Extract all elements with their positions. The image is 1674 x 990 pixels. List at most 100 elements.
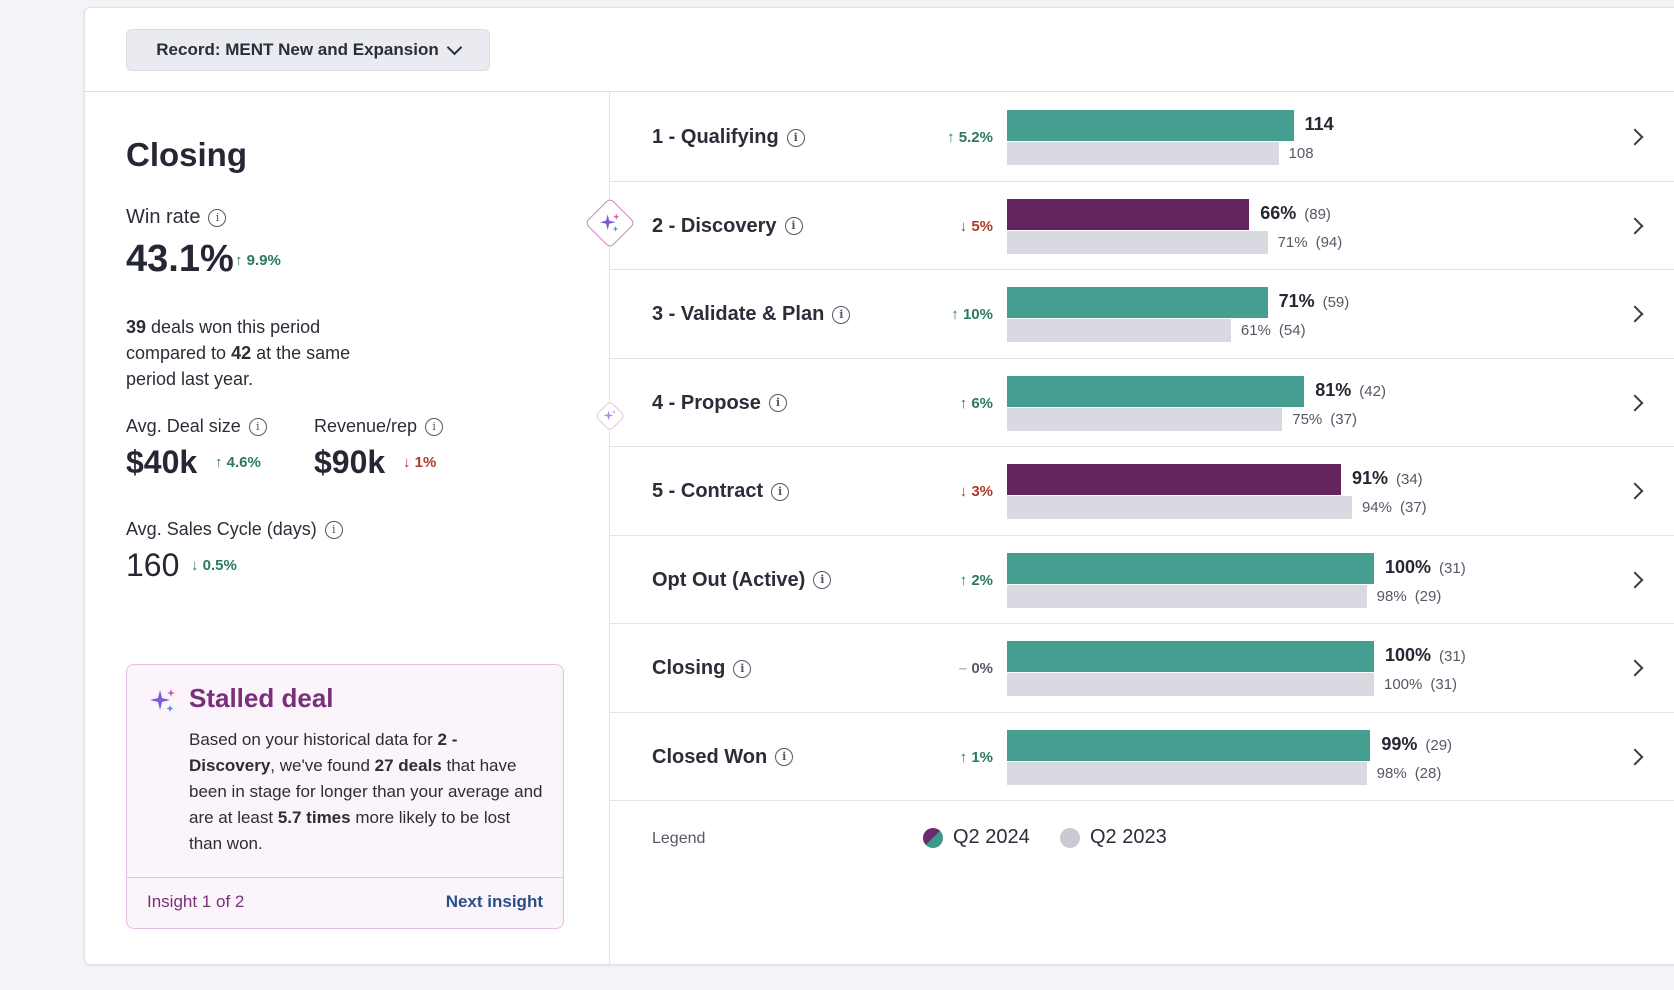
info-icon[interactable]: i: [784, 217, 803, 236]
bar-previous-count: (37): [1400, 499, 1427, 516]
bar-current-label: 114: [1305, 114, 1334, 135]
bar-current-label: 91% (34): [1352, 468, 1423, 489]
pipeline-card: Record: MENT New and Expansion Closing W…: [84, 7, 1674, 965]
bar-previous-label: 108: [1289, 145, 1314, 162]
bar-current-count: (42): [1359, 382, 1386, 400]
info-icon[interactable]: i: [768, 394, 787, 413]
insight-marker-discovery[interactable]: [584, 197, 636, 249]
bar-previous-label: 61% (54): [1241, 322, 1306, 339]
stage-delta: ↑ 10%: [951, 306, 993, 323]
bar-previous-count: (28): [1414, 764, 1442, 782]
info-icon[interactable]: i: [775, 748, 794, 767]
info-icon[interactable]: i: [208, 208, 227, 227]
win-rate-delta: ↑ 9.9%: [235, 252, 281, 269]
stage-delta-value: 5%: [971, 217, 993, 235]
stage-title: Closing: [126, 136, 247, 173]
stage-delta: – 0%: [959, 660, 993, 677]
chevron-right-icon[interactable]: [1626, 394, 1644, 411]
chevron-right-icon[interactable]: [1626, 482, 1644, 500]
stage-row[interactable]: 2 - Discovery i ↓ 5% 66% (89) 71% (94): [610, 181, 1674, 270]
bar-previous-count: (29): [1414, 587, 1442, 605]
down-arrow-icon: ↓: [959, 217, 972, 235]
insight-text-2: , we've found: [270, 756, 375, 775]
info-icon[interactable]: i: [733, 659, 752, 678]
avg-sales-cycle-delta: ↓ 0.5%: [191, 557, 237, 574]
chevron-right-icon[interactable]: [1626, 217, 1644, 234]
stage-row[interactable]: Closed Won i ↑ 1% 99% (29) 98% (28): [610, 712, 1674, 801]
chevron-right-icon[interactable]: [1626, 128, 1644, 146]
top-bar: Record: MENT New and Expansion: [85, 8, 1674, 92]
bar-current-label: 100% (31): [1385, 645, 1466, 666]
stage-row[interactable]: 1 - Qualifying i ↑ 5.2% 114 108: [610, 92, 1674, 182]
stage-row[interactable]: 5 - Contract i ↓ 3% 91% (34) 94% (37): [610, 446, 1674, 536]
insight-stage: 2 - Discovery: [189, 730, 458, 775]
bar-previous-value: 98%: [1376, 587, 1407, 605]
chevron-right-icon[interactable]: [1626, 305, 1644, 323]
stage-name: 1 - Qualifying i: [652, 126, 805, 149]
bar-previous-count: (94): [1315, 233, 1343, 251]
stage-name-text: 3 - Validate & Plan: [652, 303, 825, 325]
avg-sales-cycle-label-text: Avg. Sales Cycle (days): [126, 519, 317, 539]
win-rate-label-text: Win rate: [126, 206, 201, 228]
stage-row[interactable]: Opt Out (Active) i ↑ 2% 100% (31) 98% (29): [610, 535, 1674, 624]
info-icon[interactable]: i: [425, 418, 444, 437]
info-icon[interactable]: i: [832, 305, 851, 324]
info-icon[interactable]: i: [248, 418, 267, 437]
chevron-down-icon: [446, 39, 462, 56]
info-icon[interactable]: i: [324, 521, 343, 540]
stage-delta-value: 10%: [962, 306, 993, 323]
bar-previous: [1007, 319, 1231, 342]
bar-current-value: 99%: [1381, 733, 1418, 754]
up-arrow-icon: ↑: [959, 394, 972, 412]
stage-name: 3 - Validate & Plan i: [652, 303, 851, 326]
bar-current-label: 99% (29): [1381, 734, 1452, 755]
bar-current-value: 81%: [1315, 379, 1352, 400]
bar-previous-value: 98%: [1376, 764, 1407, 782]
bar-current-label: 66% (89): [1260, 203, 1331, 224]
chevron-right-icon[interactable]: [1626, 748, 1644, 765]
bar-current-label: 100% (31): [1385, 557, 1466, 578]
bar-previous: [1007, 673, 1374, 696]
stage-delta-value: 5.2%: [958, 129, 993, 146]
up-arrow-icon: ↑: [951, 306, 963, 323]
record-selector-button[interactable]: Record: MENT New and Expansion: [126, 29, 490, 71]
stage-row[interactable]: 3 - Validate & Plan i ↑ 10% 71% (59) 61% (54): [610, 269, 1674, 359]
bar-current: [1007, 552, 1374, 584]
insight-times: 5.7 times: [277, 808, 351, 827]
avg-deal-size-delta: ↑ 4.6%: [215, 454, 261, 471]
insight-marker-propose[interactable]: [594, 400, 626, 432]
summary-panel: Closing Win rate i 43.1% ↑ 9.9% 39 deals …: [85, 92, 610, 964]
info-icon[interactable]: i: [771, 482, 790, 501]
next-insight-button[interactable]: Next insight: [445, 892, 543, 911]
bar-current-value: 71%: [1278, 291, 1315, 311]
stage-chart: Legend Q2 2024 Q2 2023 1 - Qualifying i ↑ …: [610, 92, 1674, 964]
chart-legend: Legend Q2 2024 Q2 2023: [610, 800, 1674, 880]
info-icon[interactable]: i: [813, 571, 832, 590]
bar-current-count: (31): [1439, 559, 1466, 577]
bar-current-label: 81% (42): [1315, 380, 1386, 401]
avg-deal-size-value: $40k: [126, 444, 198, 480]
bar-current: [1007, 729, 1371, 761]
legend-item-current: Q2 2024: [923, 826, 1030, 849]
stage-delta: ↑ 1%: [960, 749, 993, 766]
stage-row[interactable]: 4 - Propose i ↑ 6% 81% (42) 75% (37): [610, 358, 1674, 447]
desc-text-2: at the same period last year.: [126, 343, 351, 389]
chevron-right-icon[interactable]: [1626, 571, 1644, 588]
stage-row[interactable]: Closing i – 0% 100% (31) 100% (31): [610, 623, 1674, 713]
chevron-right-icon[interactable]: [1626, 659, 1644, 677]
bar-previous-label: 75% (37): [1292, 411, 1357, 428]
stage-name-text: 4 - Propose: [652, 391, 761, 414]
bar-previous-value: 61%: [1240, 322, 1271, 339]
legend-swatch-previous: [1060, 827, 1080, 848]
stage-name: Closing i: [652, 657, 752, 680]
legend-label-current: Q2 2024: [953, 826, 1030, 848]
bar-previous: [1007, 142, 1279, 165]
bar-previous: [1007, 584, 1367, 608]
revenue-rep-delta: ↓ 1%: [403, 454, 437, 471]
info-icon[interactable]: i: [786, 128, 805, 147]
stage-name: Closed Won i: [652, 746, 794, 769]
bar-current-label: 71% (59): [1279, 291, 1350, 312]
revenue-rep-delta-value: 1%: [414, 454, 437, 471]
bar-current-count: (31): [1439, 648, 1466, 665]
deals-won-count: 39: [126, 317, 147, 337]
